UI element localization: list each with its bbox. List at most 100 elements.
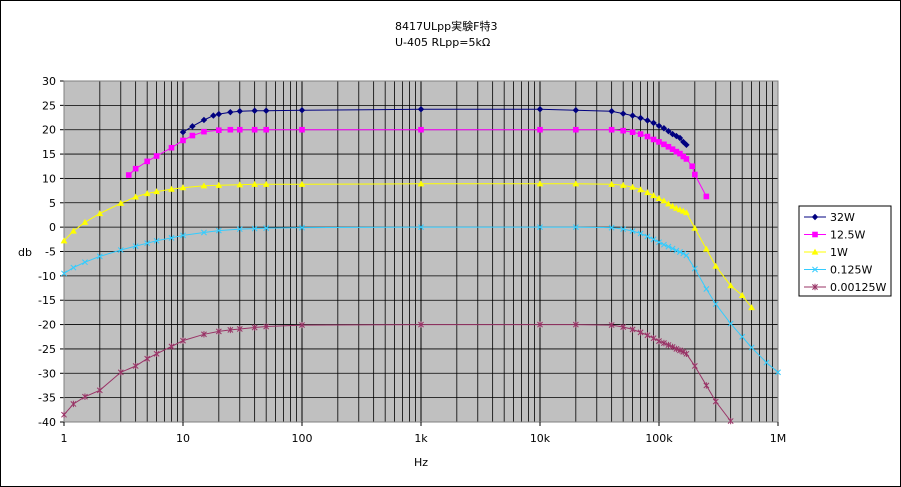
data-point	[669, 202, 676, 209]
data-point	[727, 417, 734, 425]
data-point	[644, 117, 651, 124]
data-point	[637, 329, 644, 336]
data-point	[629, 129, 636, 135]
legend-marker	[811, 213, 819, 221]
x-tick-label: 10k	[530, 432, 551, 445]
data-point	[656, 139, 662, 145]
y-tick-label: -15	[38, 294, 56, 307]
data-point	[536, 106, 544, 113]
data-point	[61, 411, 67, 418]
data-point	[418, 224, 424, 231]
data-point	[608, 224, 615, 231]
data-point	[82, 393, 88, 400]
data-point	[608, 180, 616, 187]
data-point	[637, 186, 644, 193]
x-tick-label: 100	[292, 432, 313, 445]
data-point	[227, 126, 234, 133]
data-point	[669, 130, 676, 138]
x-axis-label: Hz	[414, 456, 428, 469]
x-tick-label: 1	[61, 432, 68, 445]
legend-label: 1W	[830, 246, 848, 259]
data-point	[144, 240, 151, 247]
legend-marker	[812, 266, 818, 273]
legend-label: 12.5W	[830, 229, 865, 242]
data-point	[763, 359, 770, 366]
data-point	[418, 321, 424, 328]
data-point	[215, 328, 222, 335]
y-tick-label: -25	[38, 343, 56, 356]
data-point	[251, 324, 258, 331]
data-point	[144, 158, 150, 165]
data-point	[673, 132, 680, 140]
data-point	[669, 245, 676, 252]
y-axis-label: db	[18, 246, 32, 259]
legend-marker	[811, 248, 819, 255]
data-point	[637, 114, 644, 122]
chart-title: 8417ULpp実験F特3	[395, 19, 497, 33]
y-tick-label: -35	[38, 392, 56, 405]
x-tick-label: 1k	[414, 432, 428, 445]
data-point	[644, 332, 651, 339]
data-point	[70, 264, 77, 271]
y-tick-label: 10	[42, 172, 56, 185]
data-point	[656, 337, 662, 345]
data-point	[677, 249, 683, 255]
data-point	[572, 321, 579, 328]
data-point	[168, 185, 175, 192]
data-point	[236, 126, 243, 133]
data-point	[537, 321, 543, 328]
data-point	[263, 225, 270, 232]
data-point	[153, 237, 160, 244]
legend-marker	[812, 283, 818, 291]
data-point	[620, 226, 627, 233]
data-point	[537, 224, 543, 231]
data-point	[298, 107, 306, 114]
data-point	[650, 136, 657, 143]
y-tick-label: -40	[38, 416, 56, 429]
data-point	[650, 335, 657, 342]
data-point	[644, 133, 651, 140]
data-point	[263, 323, 270, 330]
data-point	[81, 218, 89, 225]
data-point	[677, 347, 683, 354]
data-point	[748, 344, 755, 351]
data-point	[236, 181, 244, 188]
data-point	[572, 180, 580, 187]
data-point	[168, 144, 175, 151]
data-point	[665, 127, 672, 135]
data-point	[644, 233, 651, 240]
data-point	[180, 232, 186, 239]
data-point	[417, 180, 425, 187]
data-point	[673, 148, 680, 155]
data-point	[637, 230, 644, 237]
data-point	[132, 362, 139, 370]
legend-marker	[812, 231, 818, 238]
data-point	[712, 301, 719, 308]
data-point	[683, 141, 690, 149]
data-point	[153, 350, 160, 357]
data-point	[117, 369, 124, 376]
legend-label: 0.00125W	[830, 281, 886, 294]
data-point	[298, 180, 306, 187]
data-point	[683, 252, 690, 259]
data-point	[96, 253, 103, 260]
data-point	[673, 247, 680, 254]
data-point	[691, 265, 698, 272]
data-point	[227, 108, 234, 116]
y-tick-label: 0	[49, 221, 56, 234]
data-point	[669, 343, 676, 351]
data-point	[673, 345, 680, 353]
data-point	[262, 107, 270, 114]
data-point	[299, 321, 305, 329]
data-point	[608, 108, 615, 115]
data-point	[637, 131, 644, 137]
data-point	[620, 127, 626, 134]
data-point	[573, 126, 579, 133]
data-point	[60, 237, 68, 244]
data-point	[143, 190, 151, 197]
data-point	[703, 193, 710, 200]
legend: 32W 12.5W 1W 0.125W 0.00125W	[798, 205, 892, 297]
y-tick-label: 5	[49, 197, 56, 210]
y-tick-label: 30	[42, 75, 56, 88]
data-point	[665, 243, 672, 250]
